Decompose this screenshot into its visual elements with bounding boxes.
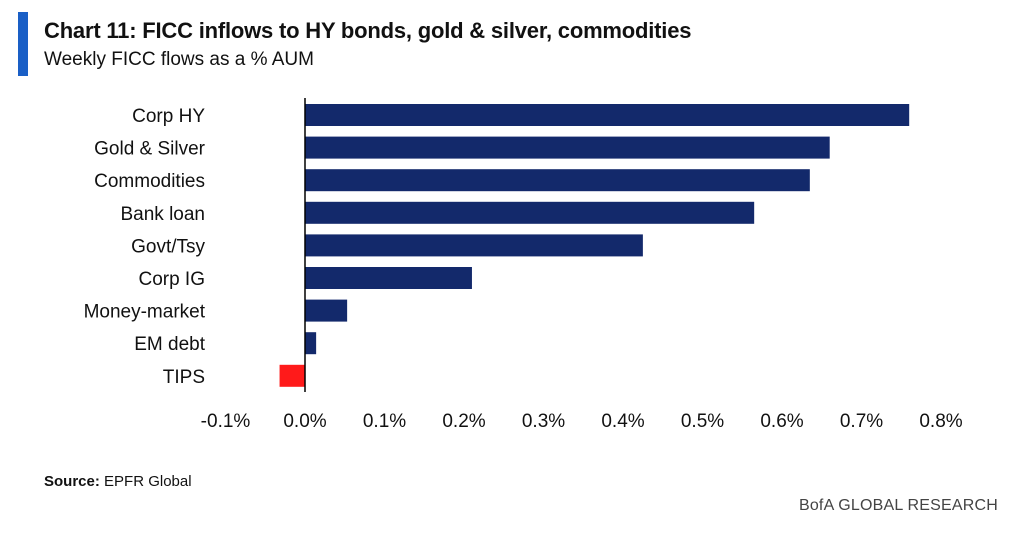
title-accent-bar: [18, 12, 28, 76]
x-tick-label: 0.0%: [283, 411, 326, 432]
category-label: Corp HY: [132, 106, 205, 127]
chart-subtitle: Weekly FICC flows as a % AUM: [44, 49, 314, 70]
bar-govt-tsy: [305, 234, 643, 257]
category-label: Commodities: [94, 171, 205, 192]
bar-money-market: [305, 299, 348, 322]
bar-commodities: [305, 169, 810, 192]
source-note: Source: EPFR Global: [44, 473, 192, 490]
x-tick-label: -0.1%: [201, 411, 251, 432]
x-tick-label: 0.2%: [442, 411, 485, 432]
chart-title: Chart 11: FICC inflows to HY bonds, gold…: [44, 18, 692, 43]
x-tick-label: 0.6%: [760, 411, 803, 432]
category-label: TIPS: [163, 367, 205, 388]
category-label: Corp IG: [138, 269, 205, 290]
source-text: EPFR Global: [104, 473, 192, 490]
brand-footer: BofA GLOBAL RESEARCH: [798, 497, 998, 514]
category-label: Bank loan: [120, 204, 205, 225]
source-label: Source:: [44, 473, 100, 490]
bar-corp-ig: [305, 267, 472, 289]
category-label: EM debt: [134, 334, 205, 355]
x-tick-label: 0.4%: [601, 411, 644, 432]
category-label: Govt/Tsy: [131, 236, 205, 257]
x-tick-label: 0.7%: [840, 411, 883, 432]
x-tick-label: 0.1%: [363, 411, 406, 432]
x-tick-label: 0.3%: [522, 411, 565, 432]
bar-em-debt: [305, 332, 317, 355]
category-label: Money-market: [84, 302, 206, 323]
category-label: Gold & Silver: [94, 139, 206, 160]
bar-tips: [279, 364, 305, 387]
bar-bank-loan: [305, 201, 755, 224]
bar-corp-hy: [305, 104, 910, 126]
x-tick-label: 0.8%: [919, 411, 962, 432]
bar-gold-silver: [305, 136, 830, 159]
x-tick-label: 0.5%: [681, 411, 724, 432]
